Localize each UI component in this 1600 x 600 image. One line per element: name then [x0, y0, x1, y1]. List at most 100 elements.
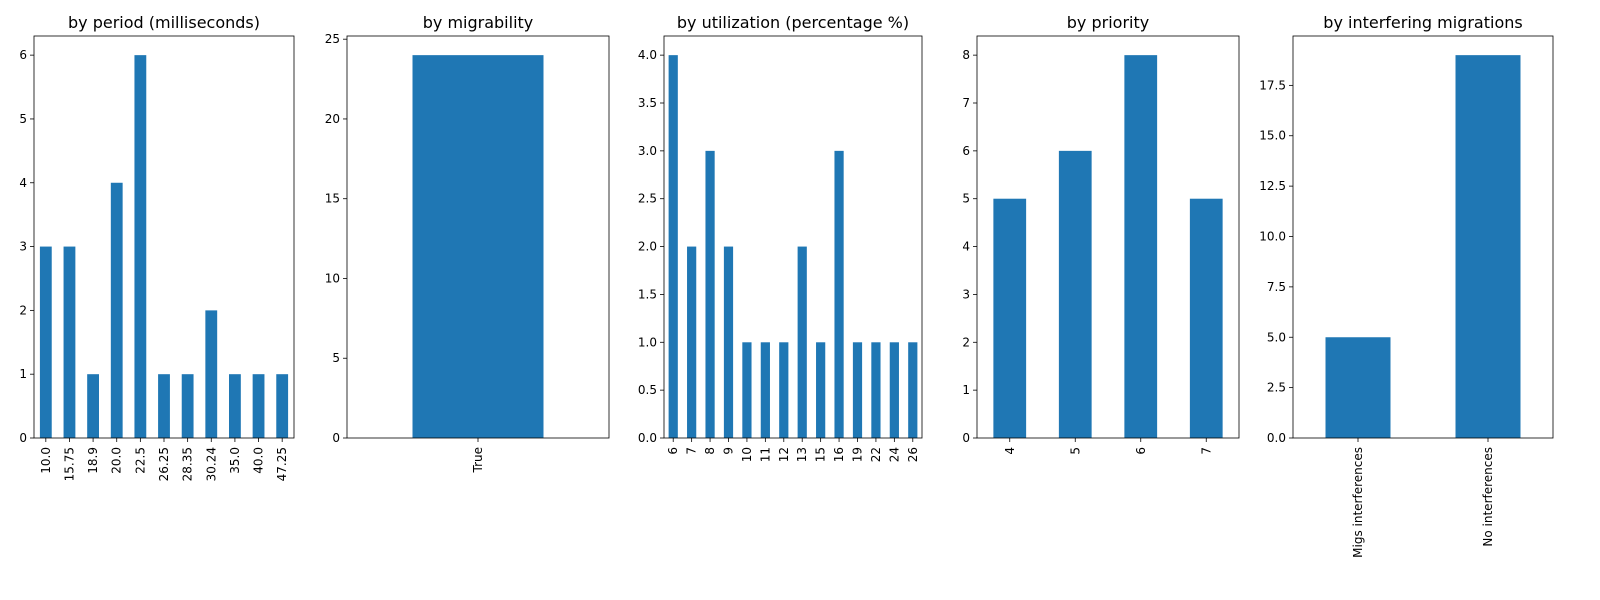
y-tick-label: 10 [325, 271, 340, 285]
bar-22 [871, 342, 881, 438]
y-tick-label: 1.0 [638, 335, 657, 349]
bar-12 [779, 342, 789, 438]
bar-7 [687, 246, 697, 438]
x-tick-label: 15 [814, 447, 828, 462]
y-tick-label: 0 [332, 431, 340, 445]
x-tick-label: 6 [1134, 447, 1148, 455]
bar-8 [705, 150, 715, 439]
chart-title: by utilization (percentage %) [677, 13, 909, 32]
x-tick-label: 30.24 [204, 447, 218, 481]
bar-40-0 [252, 374, 265, 438]
y-tick-label: 2.5 [638, 192, 657, 206]
y-tick-label: 3.5 [638, 96, 657, 110]
y-tick-label: 3 [962, 287, 970, 301]
y-tick-label: 4 [19, 176, 27, 190]
x-tick-label: True [471, 447, 485, 474]
x-tick-label: 20.0 [110, 447, 124, 474]
chart-panel-2: 0 5 10 15 20 25 True by migrability [325, 13, 610, 474]
x-tick-label: 9 [722, 447, 736, 455]
bar-15 [816, 342, 826, 438]
y-tick-label: 15.0 [1259, 129, 1286, 143]
x-tick-label: 26 [906, 447, 920, 462]
y-tick-label: 12.5 [1259, 179, 1286, 193]
x-tick-label: 40.0 [252, 447, 266, 474]
bar-18-9 [87, 374, 99, 438]
y-tick-label: 8 [962, 48, 970, 62]
bar-5 [1058, 150, 1092, 439]
chart-title: by period (milliseconds) [68, 13, 260, 32]
bar-22-5 [134, 55, 147, 438]
chart-panel-1: 0 1 2 3 4 5 6 10.0 15.75 18.9 20.0 22.5 26.25 28.35 30… [19, 13, 295, 481]
x-tick-label: 15.75 [62, 447, 76, 481]
y-tick-label: 2.0 [638, 240, 657, 254]
x-tick-label: 16 [832, 447, 846, 462]
bar-19 [852, 342, 863, 438]
x-tick-label: 7 [685, 447, 699, 455]
y-tick-label: 7.5 [1267, 280, 1286, 294]
bar-24 [889, 342, 899, 438]
y-tick-label: 25 [325, 32, 340, 46]
x-tick-label: 24 [887, 447, 901, 462]
y-tick-label: 2.5 [1267, 381, 1286, 395]
axes-frame [1292, 35, 1554, 439]
bar-6 [1124, 55, 1158, 438]
y-tick-label: 20 [325, 112, 340, 126]
axes-frame [663, 35, 923, 439]
bar-26 [908, 342, 918, 438]
axes-frame [976, 35, 1240, 439]
bar-6 [668, 55, 678, 438]
x-tick-label: 19 [851, 447, 865, 462]
y-tick-label: 2 [962, 335, 970, 349]
y-tick-label: 1 [19, 367, 27, 381]
bar-28-35 [181, 374, 194, 438]
y-tick-label: 0 [19, 431, 27, 445]
x-tick-label: 10 [740, 447, 754, 462]
x-tick-label: 11 [758, 447, 772, 462]
bar-7 [1189, 198, 1223, 438]
x-tick-label: 5 [1068, 447, 1082, 455]
y-tick-label: 3.0 [638, 144, 657, 158]
axes-frame [346, 35, 610, 439]
y-tick-label: 6 [19, 48, 27, 62]
x-tick-label: 22 [869, 447, 883, 462]
bar-26-25 [158, 374, 170, 438]
y-tick-label: 1 [962, 383, 970, 397]
x-tick-label: 8 [703, 447, 717, 455]
y-tick-label: 15 [325, 192, 340, 206]
y-tick-label: 3 [19, 240, 27, 254]
y-tick-label: 0.5 [638, 383, 657, 397]
y-tick-label: 4.0 [638, 48, 657, 62]
bar-true [412, 55, 544, 438]
bar-47-25 [276, 374, 289, 438]
y-tick-label: 2 [19, 303, 27, 317]
x-tick-label: 13 [795, 447, 809, 462]
bar-35-0 [229, 374, 241, 438]
y-tick-label: 5 [962, 192, 970, 206]
y-tick-label: 17.5 [1259, 78, 1286, 92]
y-tick-label: 0.0 [1267, 431, 1286, 445]
bar-migs-interferences [1325, 337, 1391, 438]
x-tick-label: 22.5 [133, 447, 147, 474]
chart-panel-4: 0 1 2 3 4 5 6 7 8 4 5 6 7 by priority [962, 13, 1240, 455]
chart-title: by migrability [423, 13, 534, 32]
x-tick-label: Migs interferences [1351, 447, 1365, 558]
bar-16 [834, 150, 844, 439]
y-tick-label: 0.0 [638, 431, 657, 445]
bar-30-24 [205, 310, 218, 438]
y-tick-label: 1.5 [638, 287, 657, 301]
x-tick-label: No interferences [1481, 447, 1495, 547]
x-tick-label: 28.35 [181, 447, 195, 481]
chart-panel-3: 0.0 0.5 1.0 1.5 2.0 2.5 3.0 3.5 4.0 6 7 8 9 10 11 12 13 1… [638, 13, 923, 462]
bar-11 [760, 342, 770, 438]
chart-panel-5: 0.0 2.5 5.0 7.5 10.0 12.5 15.0 17.5 Migs interfe… [1259, 13, 1554, 558]
x-tick-label: 18.9 [86, 447, 100, 474]
y-tick-label: 7 [962, 96, 970, 110]
x-tick-label: 47.25 [275, 447, 289, 481]
bar-9 [723, 246, 734, 438]
y-tick-label: 5.0 [1267, 330, 1286, 344]
bar-4 [993, 198, 1027, 438]
y-tick-label: 6 [962, 144, 970, 158]
y-tick-label: 4 [962, 240, 970, 254]
bar-20-0 [110, 182, 123, 438]
x-tick-label: 7 [1199, 447, 1213, 455]
